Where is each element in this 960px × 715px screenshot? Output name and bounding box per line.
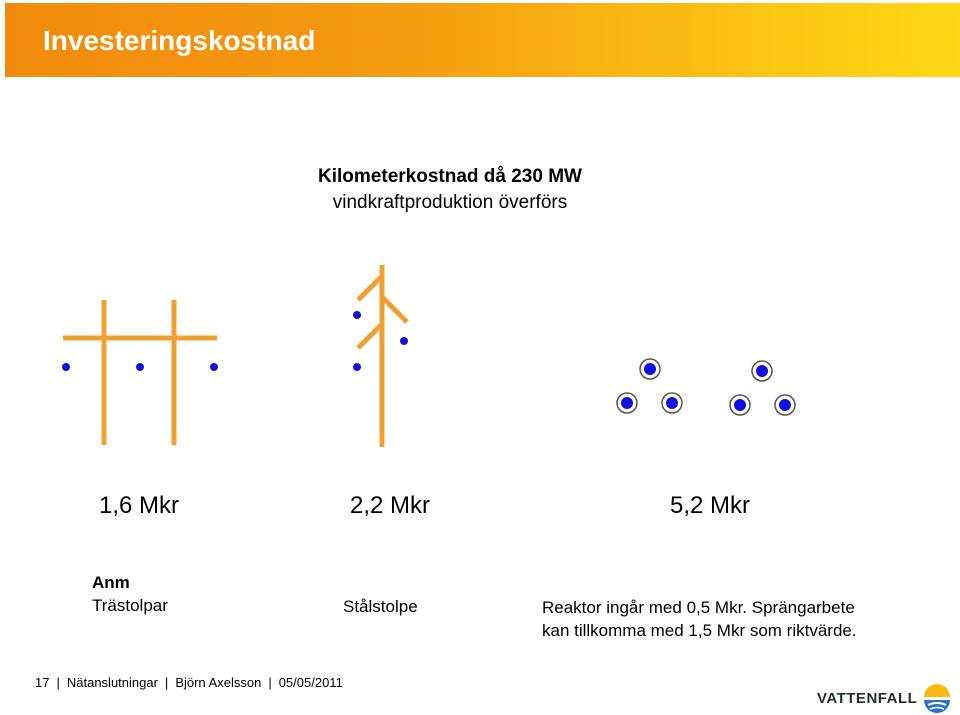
steel-conductors bbox=[353, 311, 408, 371]
label-steel: Stålstolpe bbox=[343, 597, 418, 616]
cable-group-left-icon bbox=[616, 358, 683, 414]
label-wooden: Trästolpar bbox=[92, 596, 168, 615]
cable-group-right-icon bbox=[729, 360, 796, 416]
conductor-dot bbox=[400, 337, 408, 345]
steel-pole-icon bbox=[356, 265, 409, 447]
footer-separator: | bbox=[164, 675, 169, 690]
footer-date: 05/05/2011 bbox=[278, 675, 343, 690]
figure-title-line2: vindkraftproduktion överförs bbox=[332, 192, 568, 213]
note-heading: Anm bbox=[92, 573, 130, 592]
conductor-dot bbox=[210, 363, 218, 371]
label-cable-line1: Reaktor ingår med 0,5 Mkr. Sprängarbete bbox=[542, 598, 855, 617]
vattenfall-logo-icon bbox=[924, 684, 951, 713]
vattenfall-logo: VATTENFALL bbox=[817, 683, 954, 713]
conductor-dot bbox=[62, 363, 70, 371]
footer-section: Nätanslutningar bbox=[66, 675, 158, 690]
cost-wooden: 1,6 Mkr bbox=[98, 492, 180, 519]
cost-steel: 2,2 Mkr bbox=[349, 492, 431, 519]
footer-separator: | bbox=[268, 675, 272, 690]
label-cable-line2: kan tillkomma med 1,5 Mkr som riktvärde. bbox=[542, 621, 857, 640]
page-title: Investeringskostnad bbox=[43, 25, 316, 56]
conductor-dot bbox=[136, 363, 144, 371]
footer: 17 | Nätanslutningar | Björn Axelsson | … bbox=[35, 675, 343, 690]
logo-text: VATTENFALL bbox=[817, 689, 918, 707]
footer-page-number: 17 bbox=[35, 675, 50, 690]
figure-title-line1: Kilometerkostnad då 230 MW bbox=[318, 166, 582, 187]
header-bar: Investeringskostnad bbox=[5, 3, 960, 77]
footer-author: Björn Axelsson bbox=[175, 675, 262, 690]
conductor-dot bbox=[353, 363, 361, 371]
wooden-conductors bbox=[62, 363, 218, 371]
cost-cable: 5,2 Mkr bbox=[669, 492, 751, 519]
conductor-dot bbox=[353, 311, 361, 319]
footer-separator: | bbox=[56, 675, 60, 690]
wooden-pole-icon bbox=[63, 300, 217, 445]
